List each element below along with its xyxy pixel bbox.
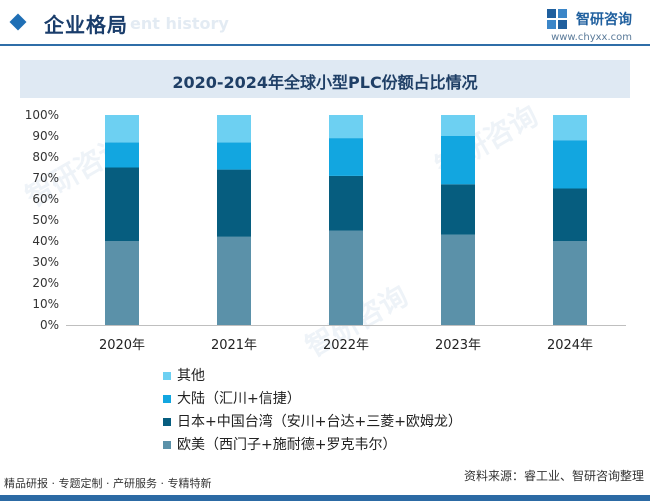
y-tick-label: 30%	[32, 255, 59, 269]
legend-item: 大陆（汇川+信捷）	[163, 388, 462, 411]
bar-segment	[217, 169, 251, 237]
y-tick-label: 60%	[32, 192, 59, 206]
bar-segment	[441, 136, 475, 185]
legend-label: 大陆（汇川+信捷）	[177, 391, 301, 407]
legend-item: 欧美（西门子+施耐德+罗克韦尔）	[163, 434, 462, 457]
chart-title-bar: 2020-2024年全球小型PLC份额占比情况	[20, 60, 630, 98]
legend-label: 其他	[177, 368, 205, 384]
legend-item: 其他	[163, 365, 462, 388]
bar-segment	[441, 115, 475, 136]
x-tick-label: 2020年	[99, 338, 145, 353]
y-tick-label: 20%	[32, 276, 59, 290]
y-tick-label: 90%	[32, 129, 59, 143]
bar-segment	[553, 115, 587, 141]
bar-segment	[217, 236, 251, 325]
bar-segment	[329, 230, 363, 325]
footer-tags: 精品研报 · 专题定制 · 产研服务 · 专精特新	[4, 477, 212, 490]
header-ghost-text: ent history	[130, 14, 229, 33]
bar-segment	[329, 115, 363, 139]
bar-segment	[105, 115, 139, 143]
legend-swatch	[163, 372, 171, 380]
chart-legend: 其他大陆（汇川+信捷） 日本+中国台湾（安川+台达+三菱+欧姆龙） 欧美（西门子+施…	[163, 365, 462, 457]
legend-swatch	[163, 395, 171, 403]
x-tick-label: 2023年	[435, 338, 481, 353]
bar-segment	[105, 241, 139, 325]
y-tick-label: 100%	[25, 108, 59, 122]
brand-logo-icon	[546, 9, 567, 29]
source-note: 资料来源：睿工业、智研咨询整理	[463, 469, 644, 483]
x-tick-label: 2022年	[323, 338, 369, 353]
legend-item: 日本+中国台湾（安川+台达+三菱+欧姆龙）	[163, 411, 462, 434]
y-tick-label: 50%	[32, 213, 59, 227]
chart-title: 2020-2024年全球小型PLC份额占比情况	[172, 73, 478, 92]
y-tick-label: 10%	[32, 297, 59, 311]
bar-segment	[105, 167, 139, 241]
bar-segment	[441, 234, 475, 325]
x-tick-label: 2021年	[211, 338, 257, 353]
bar-segment	[329, 175, 363, 231]
y-tick-label: 80%	[32, 150, 59, 164]
bar-segment	[217, 115, 251, 143]
page-header: ent history 企业格局 智研咨询 www.chyxx.com	[0, 0, 650, 46]
bar-segment	[217, 142, 251, 170]
page-footer: 资料来源：睿工业、智研咨询整理 精品研报 · 专题定制 · 产研服务 · 专精特…	[0, 469, 650, 501]
bar-segment	[441, 184, 475, 235]
bar-segment	[553, 140, 587, 189]
brand-name: 智研咨询	[576, 12, 632, 28]
legend-label: 欧美（西门子+施耐德+罗克韦尔）	[177, 437, 397, 453]
bar-segment	[553, 241, 587, 325]
legend-swatch	[163, 418, 171, 426]
bar-segment	[329, 138, 363, 176]
brand: 智研咨询	[546, 8, 632, 30]
legend-label: 日本+中国台湾（安川+台达+三菱+欧姆龙）	[177, 414, 462, 430]
y-tick-label: 70%	[32, 171, 59, 185]
y-tick-label: 40%	[32, 234, 59, 248]
footer-bar	[0, 495, 650, 501]
x-tick-label: 2024年	[547, 338, 593, 353]
brand-url: www.chyxx.com	[551, 32, 632, 43]
header-divider	[0, 44, 650, 46]
legend-swatch	[163, 441, 171, 449]
y-tick-label: 0%	[40, 318, 59, 332]
bar-segment	[553, 188, 587, 241]
bar-segment	[105, 142, 139, 168]
section-title: 企业格局	[44, 13, 128, 37]
